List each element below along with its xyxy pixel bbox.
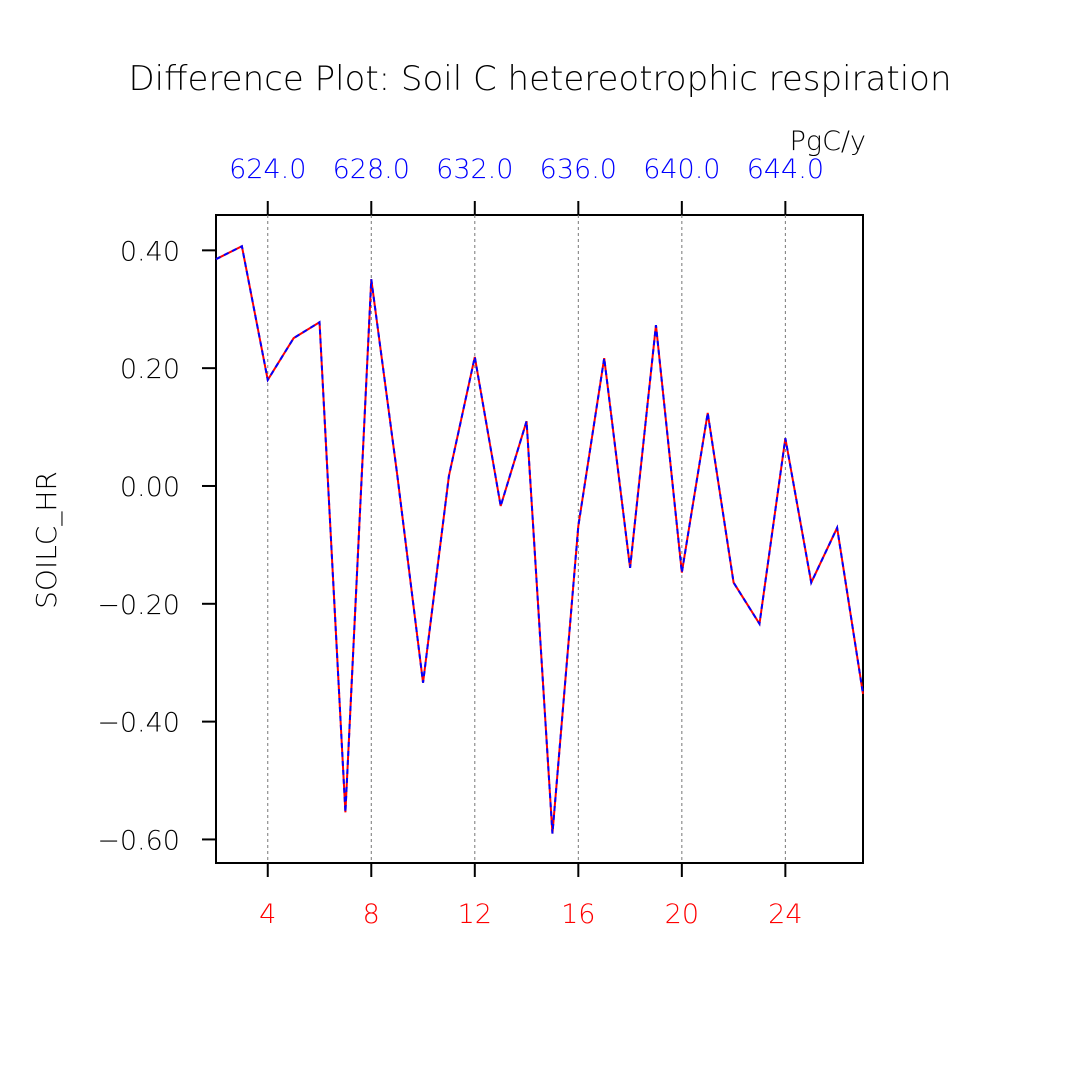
x-tick-label: 24 — [768, 899, 802, 930]
x2-tick-label: 632.0 — [436, 154, 513, 185]
y-tick-label: 0.00 — [120, 472, 180, 503]
y-axis-label: SOILC_HR — [30, 471, 64, 609]
x2-tick-label: 628.0 — [333, 154, 410, 185]
x-tick-label: 12 — [458, 899, 492, 930]
y-tick-label: 0.20 — [120, 354, 180, 385]
x2-tick-label: 640.0 — [643, 154, 720, 185]
x-tick-label: 16 — [561, 899, 595, 930]
y-tick-label: −0.60 — [97, 825, 180, 856]
units-label: PgC/y — [790, 126, 866, 157]
y-tick-label: 0.40 — [120, 236, 180, 267]
data-line — [215, 244, 864, 834]
x-tick-label: 4 — [259, 899, 276, 930]
y-tick-label: −0.40 — [97, 708, 180, 739]
x2-tick-label: 636.0 — [540, 154, 617, 185]
x2-tick-label: 644.0 — [747, 154, 824, 185]
x2-tick-label: 624.0 — [229, 154, 306, 185]
x-tick-label: 8 — [363, 899, 380, 930]
x-tick-label: 20 — [665, 899, 699, 930]
data-line — [215, 244, 864, 834]
plot-frame — [215, 214, 864, 864]
chart-title: Difference Plot: Soil C hetereotrophic r… — [128, 59, 951, 99]
y-tick-label: −0.20 — [97, 590, 180, 621]
